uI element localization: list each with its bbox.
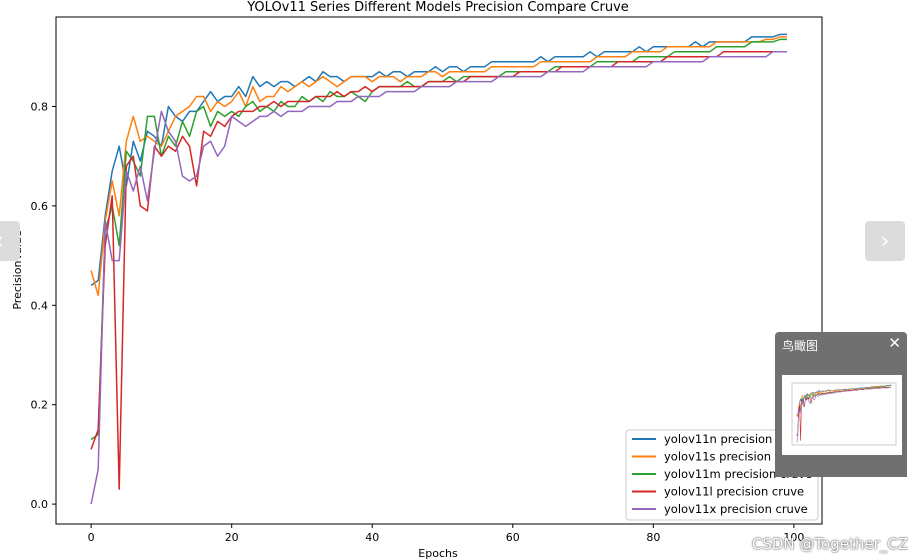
x-tick-label: 20: [225, 531, 239, 544]
y-axis: 0.0 0.2 0.4 0.6 0.8: [31, 100, 56, 511]
legend-label: yolov11n precision cruve: [664, 432, 808, 446]
minimap-title: 鸟瞰图: [782, 339, 819, 353]
series-lines: [90, 33, 787, 505]
series-line-0: [90, 33, 787, 287]
x-tick-label: 0: [88, 531, 95, 544]
x-tick-label: 60: [506, 531, 520, 544]
minimap-series-line-4: [796, 387, 892, 443]
x-tick-label: 80: [646, 531, 660, 544]
y-tick-label: 0.2: [31, 399, 49, 412]
minimap-panel: 鸟瞰图 ✕: [775, 332, 907, 477]
y-tick-label: 0.4: [31, 299, 49, 312]
minimap-series-line-1: [796, 385, 892, 418]
x-tick-label: 100: [783, 531, 804, 544]
chevron-right-icon: ›: [880, 228, 890, 254]
legend-label: yolov11x precision cruve: [664, 502, 808, 516]
plot-frame: [55, 16, 823, 525]
x-axis-label: Epochs: [418, 547, 458, 560]
chart-title: YOLOv11 Series Different Models Precisio…: [246, 0, 629, 15]
next-arrow-button[interactable]: ›: [865, 221, 905, 261]
y-tick-label: 0.8: [31, 100, 49, 113]
minimap-frame: [791, 382, 897, 446]
legend-label: yolov11l precision cruve: [664, 485, 804, 499]
series-line-4: [90, 51, 787, 505]
previous-arrow-button[interactable]: ‹: [0, 221, 20, 261]
watermark: CSDN @Together_CZ: [751, 535, 908, 553]
legend-label: yolov11s precision cruve: [664, 450, 807, 464]
series-line-1: [90, 36, 787, 297]
x-tick-label: 40: [365, 531, 379, 544]
close-icon[interactable]: ✕: [888, 334, 901, 352]
y-tick-label: 0.6: [31, 200, 49, 213]
series-line-2: [90, 38, 787, 441]
chevron-left-icon: ‹: [0, 229, 3, 254]
minimap-series-line-3: [796, 387, 892, 441]
x-axis: 0 20 40 60 80 100: [88, 524, 804, 544]
minimap-thumbnail[interactable]: [782, 375, 902, 455]
minimap-chart: [791, 382, 897, 446]
y-tick-label: 0.0: [31, 498, 49, 511]
series-line-3: [90, 51, 787, 490]
